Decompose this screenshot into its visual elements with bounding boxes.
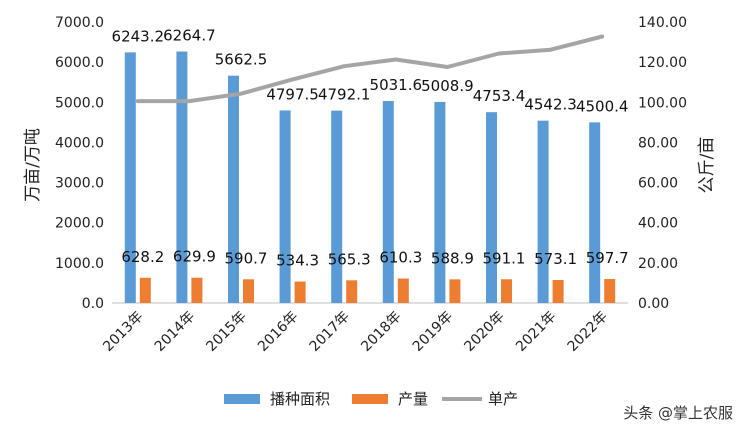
bar-output <box>397 278 409 303</box>
bar-output <box>191 277 203 303</box>
y-right-tick-label: 120.00 <box>638 55 687 71</box>
bar-area <box>537 120 549 303</box>
bar-output <box>294 281 306 303</box>
y-right-tick-label: 40.00 <box>638 216 678 232</box>
bar-area-label: 4797.5 <box>266 85 319 103</box>
bar-output <box>501 279 512 303</box>
bar-output <box>449 279 461 303</box>
legend-item-label: 播种面积 <box>270 390 330 408</box>
y-left-tick-label: 5000.0 <box>55 95 104 111</box>
y-left-tick-label: 2000.0 <box>55 216 104 232</box>
y-left-tick-label: 6000.0 <box>55 55 104 71</box>
bar-area-label: 5008.9 <box>421 77 474 95</box>
y-axis-left-label: 万亩/万吨 <box>23 128 43 202</box>
bar-output-label: 534.3 <box>276 252 319 270</box>
bar-area-label: 4792.1 <box>318 86 371 104</box>
line-yield <box>135 34 605 104</box>
bar-area <box>382 101 394 303</box>
y-left-tick-label: 4000.0 <box>55 135 104 151</box>
x-axis-ticks: 2013年 2014年 2015年 2016年 2017年 2018年 2019年 2020年… <box>100 309 611 355</box>
x-tick-label: 2021年 <box>513 309 559 355</box>
line-series <box>135 34 605 104</box>
bar-area <box>279 110 291 303</box>
y-right-tick-label: 20.00 <box>638 256 678 272</box>
bar-area <box>124 52 136 304</box>
bar-area-label: 6243.2 <box>112 27 165 45</box>
bar-output-label: 597.7 <box>586 249 629 267</box>
y-left-tick-label: 7000.0 <box>55 15 104 31</box>
y-left-tick-label: 3000.0 <box>55 176 104 192</box>
bar-area-label: 5031.6 <box>370 76 423 94</box>
legend: 播种面积 产量 单产 <box>224 390 518 408</box>
data-labels: 6243.2 628.2 6264.7 629.9 5662.5 590.7 4797.5 5… <box>112 27 629 270</box>
y-left-tick-label: 0.0 <box>82 296 104 312</box>
bar-output <box>139 277 151 303</box>
y-right-tick-label: 60.00 <box>638 176 678 192</box>
x-tick-label: 2017年 <box>307 309 353 355</box>
legend-swatch <box>224 394 260 404</box>
y-axis-right-label: 公斤/亩 <box>697 137 717 194</box>
bar-output-label: 588.9 <box>431 249 474 267</box>
y-left-tick-label: 1000.0 <box>55 256 104 272</box>
left-axis-ticks: 0.0 1000.0 2000.0 3000.0 4000.0 5000.0 6000.0 7… <box>55 15 104 312</box>
bar-output <box>346 280 358 303</box>
y-right-tick-label: 80.00 <box>638 135 678 151</box>
bar-output-label: 629.9 <box>173 248 216 266</box>
bar-output-label: 591.1 <box>483 249 526 267</box>
x-tick-label: 2015年 <box>203 309 249 355</box>
x-tick-label: 2019年 <box>410 309 456 355</box>
bar-area <box>434 101 446 304</box>
bar-output-label: 565.3 <box>328 250 371 268</box>
bar-area-label: 4753.4 <box>473 87 526 105</box>
bar-area <box>486 112 497 304</box>
bars <box>124 51 616 304</box>
x-tick-label: 2014年 <box>152 309 198 355</box>
x-tick-label: 2016年 <box>255 309 301 355</box>
legend-swatch <box>352 394 388 404</box>
bar-output-label: 610.3 <box>379 249 422 267</box>
bar-output <box>243 279 254 303</box>
bar-output-label: 573.1 <box>534 250 577 268</box>
y-right-tick-label: 140.00 <box>638 15 687 31</box>
bar-area <box>228 75 239 303</box>
bar-area-label: 6264.7 <box>163 27 216 45</box>
bar-area <box>331 110 343 304</box>
bar-area-label: 5662.5 <box>215 51 268 69</box>
bar-output <box>604 279 616 303</box>
y-right-tick-label: 0.00 <box>638 296 669 312</box>
watermark: 头条 @掌上农服 <box>623 404 733 422</box>
bar-output-label: 628.2 <box>121 248 164 266</box>
x-tick-label: 2022年 <box>565 309 611 355</box>
legend-item-label: 单产 <box>488 390 518 408</box>
bar-area-label: 4500.4 <box>576 97 629 115</box>
bar-output-label: 590.7 <box>225 249 268 267</box>
bar-area <box>589 122 601 303</box>
x-tick-label: 2013年 <box>100 309 146 355</box>
y-right-tick-label: 100.00 <box>638 95 687 111</box>
legend-item-label: 产量 <box>398 390 428 408</box>
bar-output <box>552 279 564 303</box>
right-axis-ticks: 0.00 20.00 40.00 60.00 80.00 100.00 120.00 140.… <box>638 15 687 312</box>
bar-area-label: 4542.3 <box>524 96 577 114</box>
x-tick-label: 2018年 <box>358 309 404 355</box>
x-tick-label: 2020年 <box>461 309 507 355</box>
bar-area <box>176 51 188 303</box>
